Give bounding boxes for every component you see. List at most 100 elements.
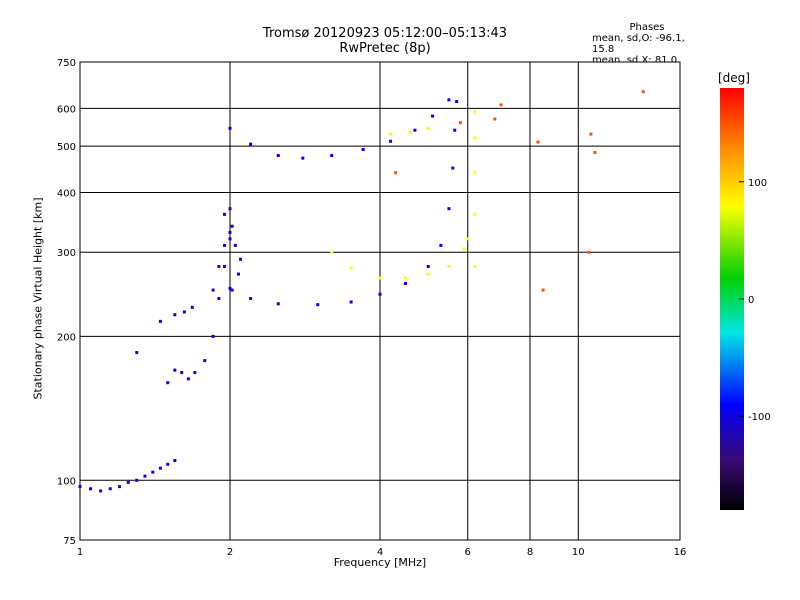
- data-point: [182, 310, 186, 314]
- data-point: [190, 305, 194, 309]
- data-point: [236, 272, 240, 276]
- data-point: [151, 470, 155, 474]
- data-point: [439, 243, 443, 247]
- data-point: [228, 126, 232, 130]
- x-axis-label: Frequency [MHz]: [333, 556, 427, 569]
- data-point: [536, 140, 540, 144]
- y-tick-label: 100: [57, 476, 76, 487]
- phases-o-mode-stats: mean, sd,O: -96.1, 15.8: [592, 33, 685, 55]
- data-point: [173, 368, 177, 372]
- data-point: [203, 359, 207, 363]
- data-point: [108, 487, 112, 491]
- x-tick-label: 1: [77, 547, 83, 558]
- data-point: [361, 148, 365, 152]
- data-point: [389, 139, 393, 143]
- x-tick-label: 6: [465, 547, 471, 558]
- data-point: [211, 288, 215, 292]
- data-point: [276, 154, 280, 158]
- data-point: [173, 313, 177, 317]
- data-point: [587, 250, 591, 254]
- x-tick-label: 8: [527, 547, 533, 558]
- data-point: [394, 171, 398, 175]
- data-point: [180, 371, 184, 375]
- data-point: [408, 130, 412, 134]
- data-point: [330, 250, 334, 254]
- y-tick-label: 400: [57, 188, 76, 199]
- data-point: [158, 466, 162, 470]
- data-point: [426, 126, 430, 130]
- data-point: [455, 100, 459, 104]
- data-point: [228, 286, 232, 290]
- data-point: [143, 474, 147, 478]
- colorbar-tick-label: -100: [748, 412, 771, 423]
- data-point: [447, 207, 451, 211]
- data-point: [223, 243, 227, 247]
- data-point: [158, 319, 162, 323]
- x-tick-label: 10: [572, 547, 585, 558]
- data-point: [166, 462, 170, 466]
- data-point: [403, 276, 407, 280]
- chart-subtitle: RwPretec (8p): [339, 41, 431, 56]
- data-point: [78, 485, 82, 489]
- data-point: [389, 132, 393, 136]
- colorbar-tick-label: 100: [748, 178, 767, 189]
- data-point: [228, 207, 232, 211]
- data-point: [166, 381, 170, 385]
- data-point: [217, 265, 221, 269]
- data-point: [451, 166, 455, 170]
- data-point: [211, 334, 215, 338]
- data-point: [230, 288, 234, 292]
- data-point: [447, 98, 451, 102]
- y-tick-label: 200: [57, 332, 76, 343]
- data-point: [230, 224, 234, 228]
- data-point: [223, 212, 227, 216]
- data-point: [447, 265, 451, 269]
- x-tick-label: 16: [674, 547, 687, 558]
- data-point: [453, 128, 457, 132]
- data-point: [126, 480, 130, 484]
- data-point: [473, 171, 477, 175]
- data-point: [217, 297, 221, 301]
- data-point: [473, 265, 477, 269]
- colorbar-tick-label: 0: [748, 295, 754, 306]
- data-point: [458, 121, 462, 125]
- data-point: [466, 237, 470, 241]
- data-point: [239, 257, 243, 261]
- data-point: [228, 237, 232, 241]
- data-point: [641, 90, 645, 94]
- data-point: [135, 351, 139, 355]
- data-point: [541, 288, 545, 292]
- data-point: [330, 154, 334, 158]
- y-tick-label: 600: [57, 104, 76, 115]
- y-tick-label: 500: [57, 142, 76, 153]
- data-point: [223, 265, 227, 269]
- data-point: [186, 377, 190, 381]
- y-tick-label: 75: [63, 536, 76, 547]
- data-point: [135, 478, 139, 482]
- data-point: [276, 302, 280, 306]
- data-point: [493, 117, 497, 121]
- data-point: [589, 132, 593, 136]
- data-point: [117, 485, 121, 489]
- data-point: [473, 136, 477, 140]
- data-point: [249, 297, 253, 301]
- data-point: [99, 489, 103, 493]
- data-point: [249, 142, 253, 146]
- data-point: [473, 212, 477, 216]
- data-point: [193, 371, 197, 375]
- x-tick-label: 4: [377, 547, 383, 558]
- data-point: [473, 110, 477, 114]
- data-point: [403, 282, 407, 286]
- data-point: [316, 303, 320, 307]
- data-point: [413, 128, 417, 132]
- x-tick-label: 2: [227, 547, 233, 558]
- data-point: [233, 243, 237, 247]
- colorbar-label: [deg]: [718, 71, 750, 85]
- chart-title: Tromsø 20120923 05:12:00–05:13:43: [262, 26, 508, 41]
- data-point: [349, 300, 353, 304]
- data-point: [228, 230, 232, 234]
- data-point: [462, 247, 466, 251]
- phases-heading: Phases: [629, 22, 665, 33]
- data-point: [431, 114, 435, 118]
